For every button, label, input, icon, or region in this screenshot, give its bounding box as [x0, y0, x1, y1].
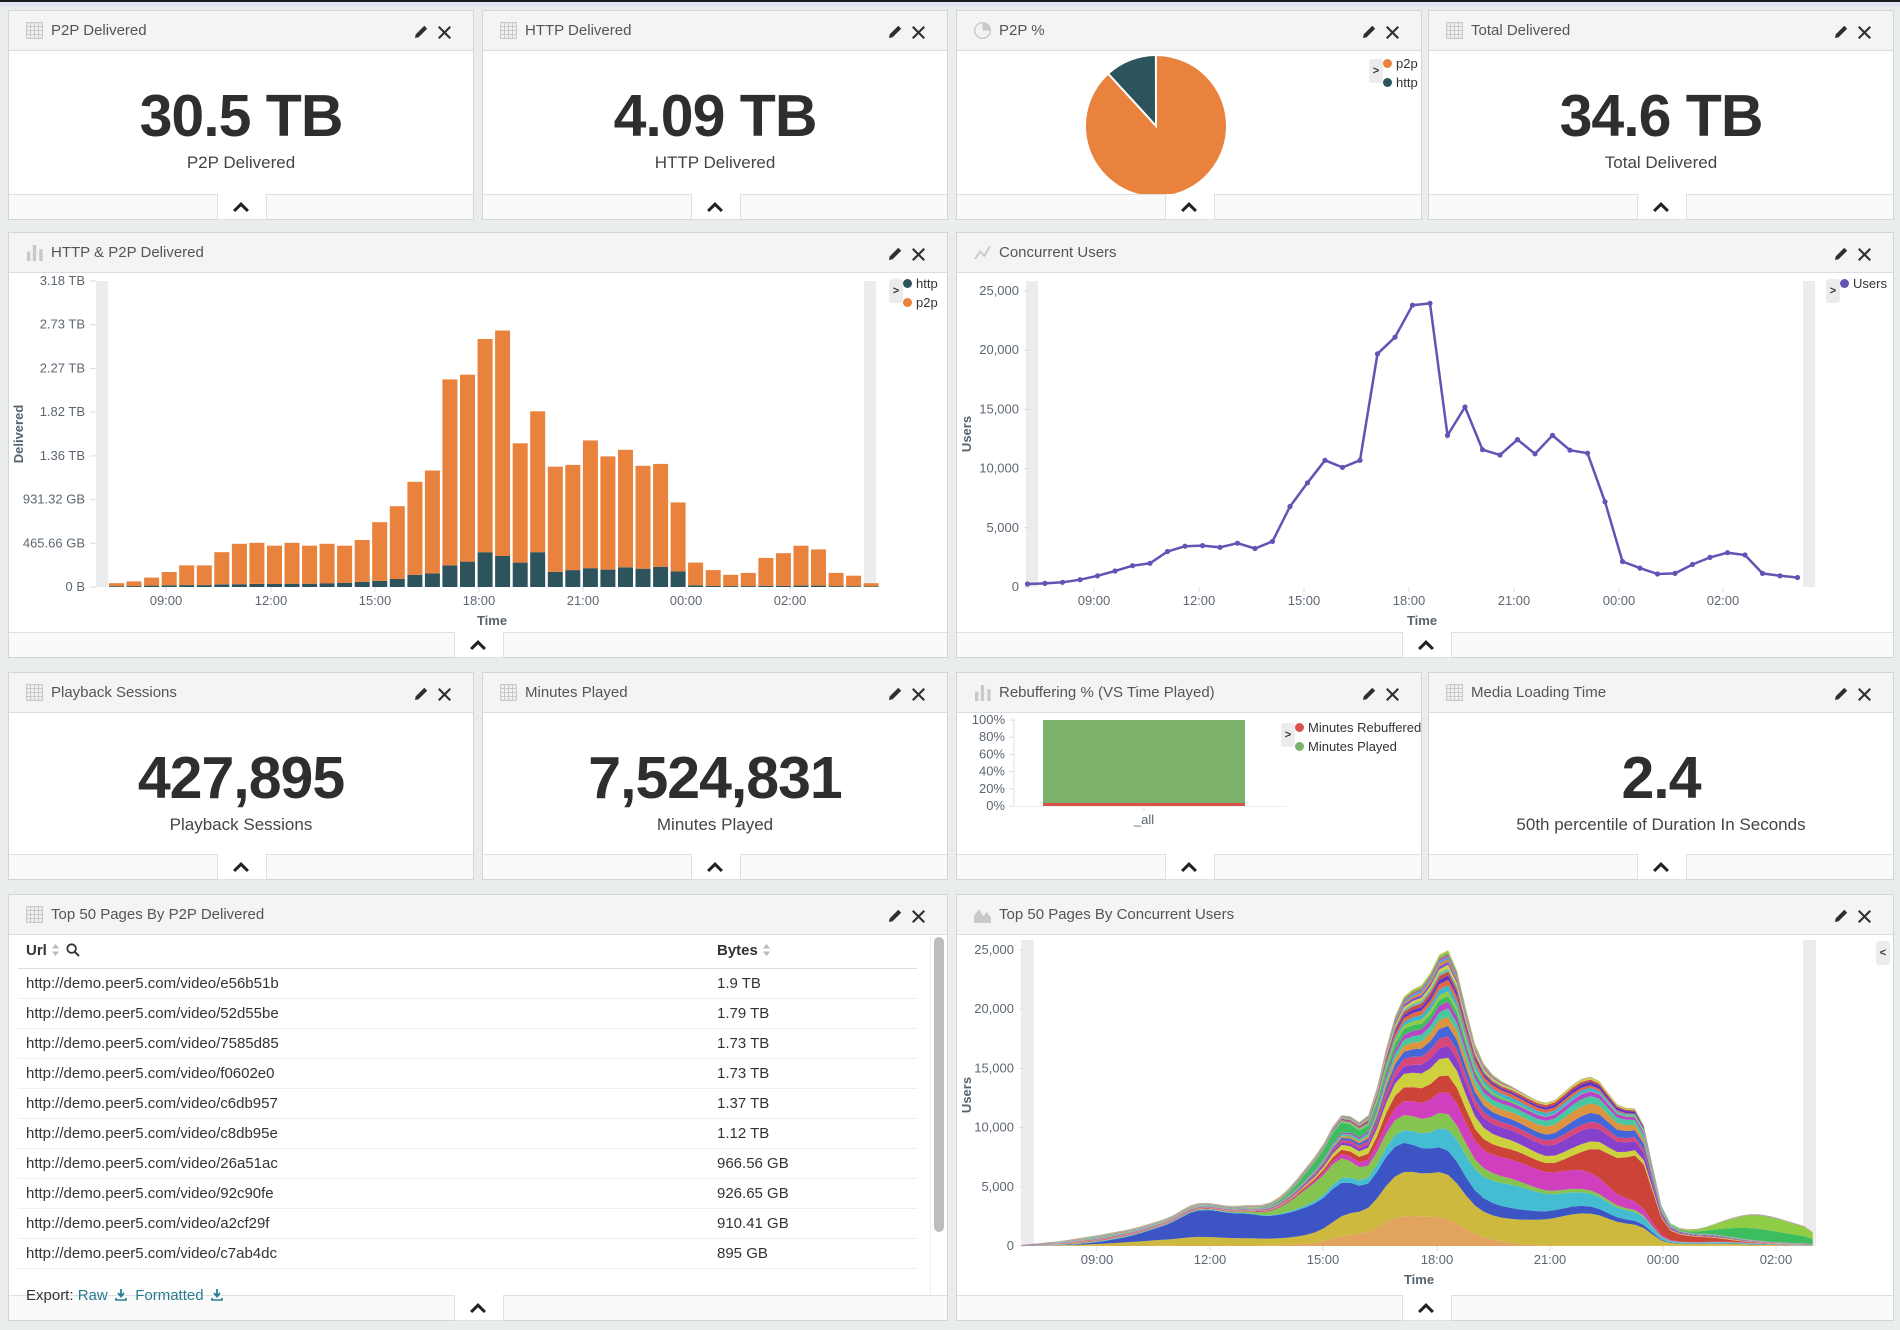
svg-text:Time: Time: [1407, 613, 1437, 628]
svg-text:21:00: 21:00: [1534, 1252, 1567, 1267]
svg-text:00:00: 00:00: [670, 593, 703, 608]
svg-text:Users: Users: [959, 416, 974, 452]
svg-text:Users: Users: [959, 1077, 974, 1113]
svg-text:12:00: 12:00: [255, 593, 288, 608]
svg-text:1.82 TB: 1.82 TB: [40, 404, 85, 419]
svg-text:Time: Time: [1404, 1272, 1434, 1287]
svg-text:12:00: 12:00: [1194, 1252, 1227, 1267]
svg-text:00:00: 00:00: [1603, 593, 1636, 608]
svg-text:15,000: 15,000: [974, 1060, 1014, 1075]
svg-text:15:00: 15:00: [1288, 593, 1321, 608]
svg-text:5,000: 5,000: [981, 1179, 1014, 1194]
svg-text:1.36 TB: 1.36 TB: [40, 448, 85, 463]
svg-text:80%: 80%: [979, 729, 1005, 744]
svg-text:_all: _all: [1133, 812, 1154, 827]
svg-text:18:00: 18:00: [463, 593, 496, 608]
svg-text:02:00: 02:00: [774, 593, 807, 608]
svg-text:18:00: 18:00: [1421, 1252, 1454, 1267]
svg-text:21:00: 21:00: [567, 593, 600, 608]
svg-text:Time: Time: [477, 613, 507, 628]
svg-text:20,000: 20,000: [979, 342, 1019, 357]
svg-text:Delivered: Delivered: [11, 405, 26, 464]
svg-text:3.18 TB: 3.18 TB: [40, 273, 85, 288]
svg-text:02:00: 02:00: [1707, 593, 1740, 608]
svg-text:100%: 100%: [972, 712, 1006, 727]
svg-text:20%: 20%: [979, 781, 1005, 796]
svg-text:15:00: 15:00: [1307, 1252, 1340, 1267]
svg-text:15:00: 15:00: [359, 593, 392, 608]
svg-text:02:00: 02:00: [1760, 1252, 1793, 1267]
svg-text:5,000: 5,000: [986, 520, 1019, 535]
svg-text:21:00: 21:00: [1498, 593, 1531, 608]
svg-text:09:00: 09:00: [1081, 1252, 1114, 1267]
svg-text:40%: 40%: [979, 764, 1005, 779]
svg-text:09:00: 09:00: [1078, 593, 1111, 608]
svg-text:00:00: 00:00: [1647, 1252, 1680, 1267]
svg-text:0: 0: [1012, 579, 1019, 594]
svg-text:12:00: 12:00: [1183, 593, 1216, 608]
svg-text:20,000: 20,000: [974, 1001, 1014, 1016]
svg-text:25,000: 25,000: [974, 942, 1014, 957]
svg-text:10,000: 10,000: [979, 461, 1019, 476]
svg-text:0 B: 0 B: [65, 579, 85, 594]
svg-text:15,000: 15,000: [979, 401, 1019, 416]
svg-text:25,000: 25,000: [979, 283, 1019, 298]
svg-text:10,000: 10,000: [974, 1120, 1014, 1135]
svg-text:2.27 TB: 2.27 TB: [40, 360, 85, 375]
svg-text:09:00: 09:00: [150, 593, 183, 608]
svg-text:18:00: 18:00: [1393, 593, 1426, 608]
svg-text:931.32 GB: 931.32 GB: [23, 492, 85, 507]
svg-text:0: 0: [1007, 1238, 1014, 1253]
svg-text:2.73 TB: 2.73 TB: [40, 317, 85, 332]
svg-text:0%: 0%: [986, 798, 1005, 813]
svg-text:465.66 GB: 465.66 GB: [23, 535, 85, 550]
svg-text:60%: 60%: [979, 746, 1005, 761]
